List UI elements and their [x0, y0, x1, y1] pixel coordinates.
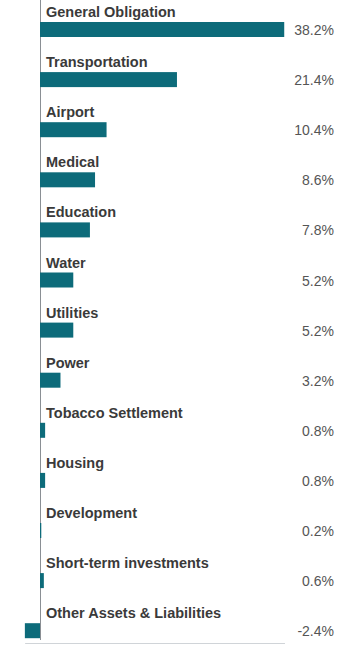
data-labels: 38.2% 21.4% 10.4% 8.6% 7.8% 5.2% 5.2% 3.2% 0.8% 0… — [294, 22, 334, 639]
category-label: Short-term investments — [46, 555, 209, 571]
bar — [40, 423, 45, 438]
bar — [40, 573, 44, 588]
bar — [40, 373, 60, 388]
category-label: General Obligation — [46, 4, 176, 20]
data-label: 10.4% — [294, 122, 334, 138]
data-label: 0.8% — [302, 423, 334, 439]
data-label: 7.8% — [302, 222, 334, 238]
data-label: 21.4% — [294, 72, 334, 88]
data-label: 0.8% — [302, 473, 334, 489]
data-label: 0.2% — [302, 523, 334, 539]
bar — [40, 72, 177, 87]
x-axis — [25, 643, 285, 645]
axis-line — [25, 643, 285, 644]
data-label: 38.2% — [294, 22, 334, 38]
data-label: 3.2% — [302, 373, 334, 389]
category-label: Transportation — [46, 54, 148, 70]
tick-lines — [40, 0, 41, 640]
data-label: 0.6% — [302, 573, 334, 589]
category-label: Other Assets & Liabilities — [46, 605, 221, 621]
bar — [40, 323, 73, 338]
zero-line — [40, 0, 41, 640]
bar — [40, 222, 90, 237]
category-label: Utilities — [46, 305, 98, 321]
bar — [40, 273, 73, 288]
bar — [40, 523, 41, 538]
data-label: 5.2% — [302, 273, 334, 289]
category-label: Power — [46, 355, 90, 371]
bar — [40, 22, 284, 37]
category-label: Water — [46, 255, 86, 271]
data-label: 5.2% — [302, 323, 334, 339]
bar — [25, 623, 40, 638]
data-label: 8.6% — [302, 172, 334, 188]
bar — [40, 122, 107, 137]
bar — [40, 172, 95, 187]
data-label: -2.4% — [297, 623, 334, 639]
bar — [40, 473, 45, 488]
category-label: Medical — [46, 154, 99, 170]
category-label: Tobacco Settlement — [46, 405, 183, 421]
category-label: Housing — [46, 455, 104, 471]
chart: General Obligation Transportation Airport M… — [0, 0, 360, 647]
category-label: Airport — [46, 104, 95, 120]
category-label: Development — [46, 505, 137, 521]
bars — [25, 22, 285, 638]
category-labels: General Obligation Transportation Airport M… — [46, 4, 221, 621]
category-label: Education — [46, 204, 116, 220]
